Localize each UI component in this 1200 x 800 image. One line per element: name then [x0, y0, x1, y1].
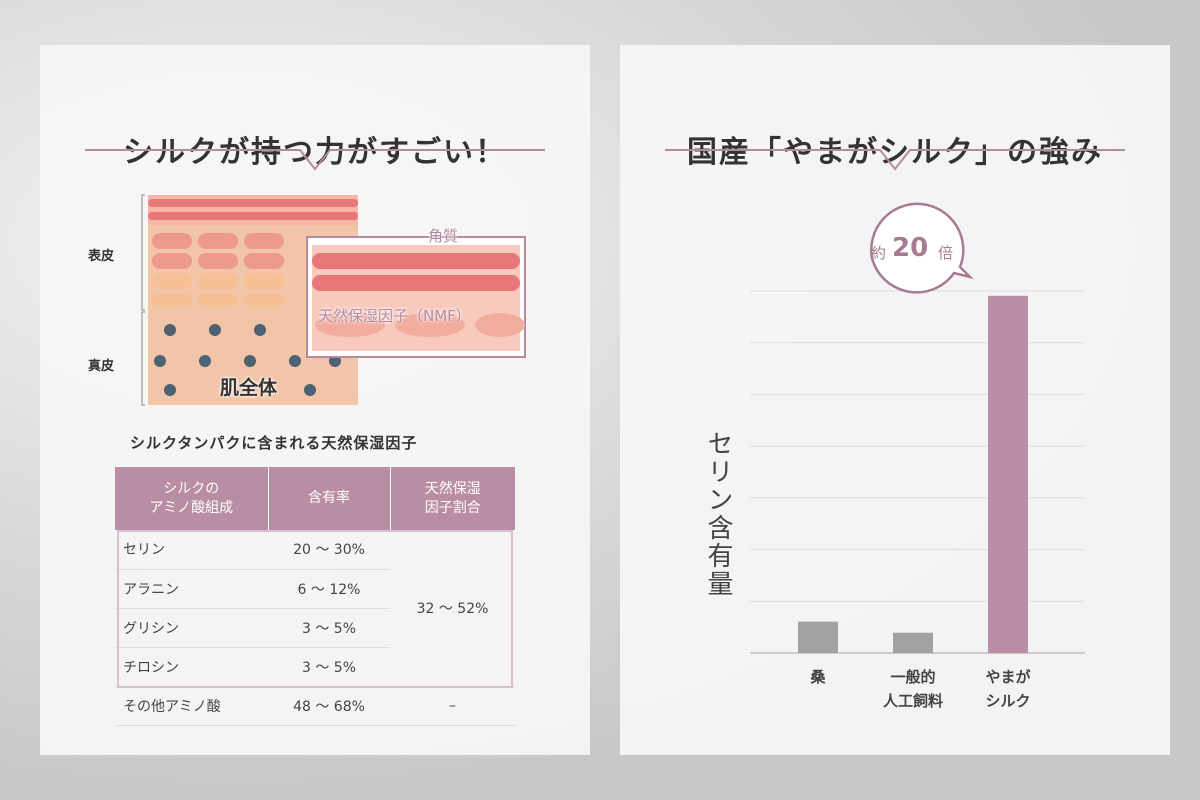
nmf-label: 天然保湿因子（NMF） — [318, 307, 471, 325]
stratum-corneum-label: 角質 — [428, 227, 459, 245]
dermis-label: 真皮 — [88, 359, 115, 374]
header-rate: 含有率 — [268, 467, 391, 530]
right-title: 国産「やまがシルク」の強み — [687, 135, 1103, 170]
annotation-value: 20 — [892, 233, 929, 263]
right-panel: 国産「やまがシルク」の強み セリン含有量 約 20 倍 桑 一般的 人工飼料 やまが… — [620, 45, 1170, 755]
epidermis-label: 表皮 — [88, 249, 115, 264]
nmf-ratio: 32 ～ 52% — [390, 530, 515, 687]
skin-diagram — [141, 194, 526, 406]
header-amino: シルクの アミノ酸組成 — [115, 467, 269, 530]
amino-name: チロシン — [115, 647, 268, 687]
amino-acid-table: シルクの アミノ酸組成 含有率 天然保湿 因子割合 セリン 20 ～ 30% 32 ～ … — [115, 467, 515, 726]
speech-divider — [665, 149, 1125, 171]
amino-rate: 3 ～ 5% — [268, 647, 390, 687]
nmf-ratio: – — [390, 686, 515, 726]
amino-rate: 3 ～ 5% — [268, 608, 390, 648]
amino-name: セリン — [115, 530, 268, 570]
x-tick-label: 一般的 人工飼料 — [882, 668, 943, 710]
table-row: セリン 20 ～ 30% 32 ～ 52% — [115, 530, 515, 687]
amino-name: アラニン — [115, 569, 268, 609]
y-axis-label: セリン含有量 — [703, 430, 733, 598]
bar — [988, 295, 1028, 653]
bar — [798, 621, 838, 653]
amino-rate: 20 ～ 30% — [268, 530, 390, 570]
annotation-suffix: 倍 — [938, 244, 954, 262]
header-nmf: 天然保湿 因子割合 — [390, 467, 515, 530]
amino-name: グリシン — [115, 608, 268, 648]
annotation-prefix: 約 — [871, 244, 887, 262]
table-row: グリシン 3 ～ 5% — [115, 608, 515, 648]
table-row: アラニン 6 ～ 12% — [115, 569, 515, 609]
table-row: チロシン 3 ～ 5% — [115, 647, 515, 687]
x-tick-label: やまが シルク — [985, 668, 1031, 710]
left-panel: シルクが持つ力がすごい！ 表皮 真皮 肌全体 角質 天然保湿因子（NMF） シル… — [40, 45, 590, 755]
bar — [893, 632, 933, 653]
left-title: シルクが持つ力がすごい！ — [123, 135, 507, 170]
amino-name: その他アミノ酸 — [115, 686, 268, 726]
annotation-bubble — [870, 202, 975, 294]
table-row: その他アミノ酸 48 ～ 68% – — [115, 686, 515, 726]
amino-rate: 6 ～ 12% — [268, 569, 390, 609]
whole-skin-label: 肌全体 — [220, 377, 278, 399]
speech-divider — [85, 149, 545, 171]
amino-rate: 48 ～ 68% — [268, 686, 390, 726]
table-title: シルクタンパクに含まれる天然保湿因子 — [130, 434, 418, 452]
x-tick-label: 桑 — [810, 668, 826, 686]
serine-bar-chart — [750, 202, 1085, 654]
